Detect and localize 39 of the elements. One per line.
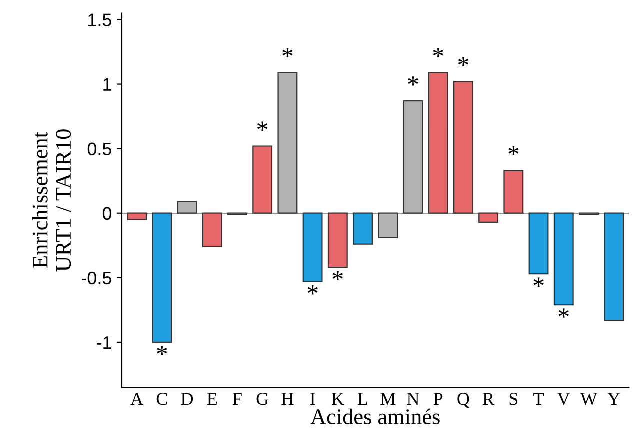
x-axis-title: Acides aminés — [310, 408, 440, 424]
x-tick-label: Y — [608, 393, 620, 406]
x-tick-label: R — [483, 393, 495, 406]
x-tick-label: K — [332, 393, 344, 406]
x-tick-label: V — [558, 393, 570, 406]
y-tick-label: 0.5 — [88, 142, 112, 156]
annotation: * — [534, 278, 544, 287]
x-tick-label: T — [534, 393, 544, 406]
y-tick-label: -1 — [97, 336, 112, 349]
x-tick-label: N — [407, 393, 420, 406]
x-tick-label: S — [510, 393, 518, 406]
y-axis-title: Enrichissement URT1 / TAIR10 — [32, 130, 72, 272]
x-tick-label: M — [380, 393, 396, 406]
annotation: * — [458, 57, 468, 66]
y-tick-label: 1.5 — [88, 14, 112, 26]
x-tick-label: C — [156, 393, 168, 406]
y-tick-label: -0.5 — [82, 272, 112, 285]
x-tick-label: P — [434, 393, 443, 406]
annotation: * — [282, 48, 293, 58]
y-tick-label: 0 — [102, 207, 112, 220]
annotation: * — [157, 346, 168, 356]
annotation: * — [558, 308, 569, 318]
y-tick-label: 1 — [104, 78, 112, 91]
x-tick-label: W — [580, 393, 598, 406]
x-tick-label: E — [207, 393, 217, 406]
annotation: * — [508, 146, 519, 156]
x-tick-label: H — [282, 393, 294, 406]
annotation: * — [332, 271, 343, 280]
annotation: * — [408, 76, 418, 86]
x-tick-label: I — [310, 393, 316, 406]
x-tick-label: D — [181, 393, 194, 406]
annotation: * — [433, 48, 444, 58]
x-tick-label: A — [130, 393, 144, 406]
x-tick-label: F — [232, 393, 242, 406]
x-tick-label: L — [358, 393, 368, 406]
annotation: * — [308, 286, 318, 295]
x-tick-label: G — [256, 393, 269, 406]
x-tick-label: Q — [458, 393, 470, 408]
annotation: * — [258, 122, 268, 131]
